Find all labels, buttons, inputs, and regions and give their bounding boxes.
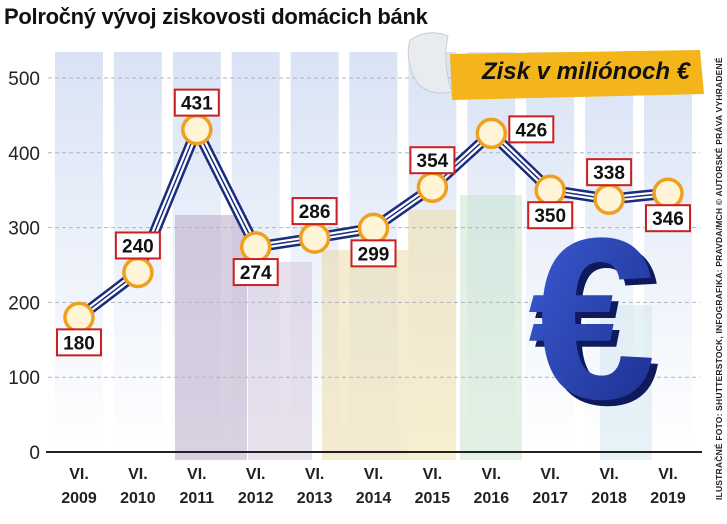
data-label-box: [291, 197, 338, 226]
data-point: [534, 174, 566, 206]
data-label: 350: [527, 201, 574, 230]
x-tick-label: VI.: [423, 466, 443, 483]
data-label: 180: [56, 328, 102, 357]
data-point: [239, 231, 272, 263]
data-label-box: [508, 115, 555, 144]
data-point: [63, 301, 95, 334]
data-label-text: 286: [299, 202, 331, 223]
data-label-box: [409, 146, 456, 175]
x-tick-label: VI.: [69, 466, 89, 483]
data-labels: 180 240 431 274 286 299 354 426 350 338 346: [56, 88, 691, 357]
background-column: [408, 52, 457, 452]
x-tick-label: 2012: [238, 490, 274, 507]
y-tick-label: 100: [8, 368, 40, 389]
data-label-text: 350: [534, 206, 566, 227]
data-label-text: 338: [593, 163, 625, 184]
data-point: [122, 256, 154, 289]
data-label-text: 431: [181, 94, 213, 115]
badge-background: [407, 32, 704, 100]
unit-badge: Zisk v miliónoch €: [481, 58, 691, 85]
x-tick-label: VI.: [305, 466, 325, 483]
data-label: 354: [409, 146, 456, 175]
data-point: [593, 183, 625, 215]
data-point: [357, 212, 390, 245]
x-tick-label: VI.: [128, 466, 148, 483]
background-column: [55, 52, 103, 452]
chart-title: Polročný vývoj ziskovosti domácich bánk: [4, 4, 428, 29]
credit-line: ILUSTRAČNÉ FOTO: SHUTTERSTOCK, INFOGRAFI…: [714, 57, 724, 500]
data-label: 240: [114, 231, 161, 260]
y-tick-label: 500: [8, 69, 40, 90]
data-label-box: [350, 239, 397, 268]
data-label-text: 426: [515, 120, 547, 141]
data-point: [416, 171, 449, 203]
x-axis: VI. 2009 VI. 2010 VI. 2011 VI. 2012 VI. 2013 VI. 20…: [46, 451, 702, 507]
x-tick-label: 2017: [532, 490, 568, 507]
data-label: 431: [173, 88, 220, 117]
y-tick-label: 400: [8, 144, 40, 165]
data-label-text: 240: [122, 236, 154, 257]
x-tick-label: 2015: [415, 490, 451, 507]
data-label: 274: [232, 258, 279, 287]
data-label-box: [527, 201, 574, 230]
x-tick-label: 2010: [120, 490, 156, 507]
x-tick-label: VI.: [482, 466, 502, 483]
y-tick-label: 200: [8, 293, 40, 314]
x-tick-label: 2016: [474, 490, 510, 507]
x-tick-label: VI.: [658, 466, 678, 483]
data-label-text: 180: [63, 333, 95, 354]
data-point: [652, 177, 684, 209]
data-point: [475, 117, 508, 150]
x-tick-label: VI.: [540, 466, 560, 483]
data-label: 299: [350, 239, 397, 268]
y-axis: 0 100 200 300 400 500: [8, 69, 40, 464]
y-tick-label: 0: [29, 443, 40, 464]
data-point: [181, 113, 213, 146]
data-label-text: 354: [417, 151, 449, 172]
data-label-box: [56, 328, 102, 357]
data-label: 338: [586, 158, 633, 187]
svg-text:€: €: [528, 190, 656, 447]
y-tick-label: 300: [8, 219, 40, 240]
data-label-box: [586, 158, 633, 187]
series-markers: [63, 113, 684, 334]
data-label: 426: [508, 115, 555, 144]
x-tick-label: 2011: [179, 490, 214, 507]
x-tick-label: VI.: [364, 466, 384, 483]
data-label-box: [114, 231, 161, 260]
euro-sign-icon: € €: [528, 190, 662, 453]
x-tick-label: 2009: [61, 490, 97, 507]
data-label-text: 346: [652, 209, 684, 230]
data-point: [298, 222, 331, 254]
data-label: 346: [645, 204, 691, 233]
data-label-text: 274: [240, 263, 272, 284]
x-tick-label: 2019: [650, 490, 686, 507]
svg-text:€: €: [534, 196, 662, 453]
x-tick-label: 2018: [591, 490, 627, 507]
x-tick-label: VI.: [599, 466, 619, 483]
banknote-decoration: [175, 195, 652, 460]
data-label-box: [645, 204, 691, 233]
x-tick-label: VI.: [246, 466, 266, 483]
data-label-box: [173, 88, 220, 117]
x-tick-label: 2013: [297, 490, 333, 507]
data-label-text: 299: [358, 244, 390, 265]
data-label-box: [232, 258, 279, 287]
data-label: 286: [291, 197, 338, 226]
x-tick-label: 2014: [356, 490, 392, 507]
x-tick-label: VI.: [187, 466, 207, 483]
